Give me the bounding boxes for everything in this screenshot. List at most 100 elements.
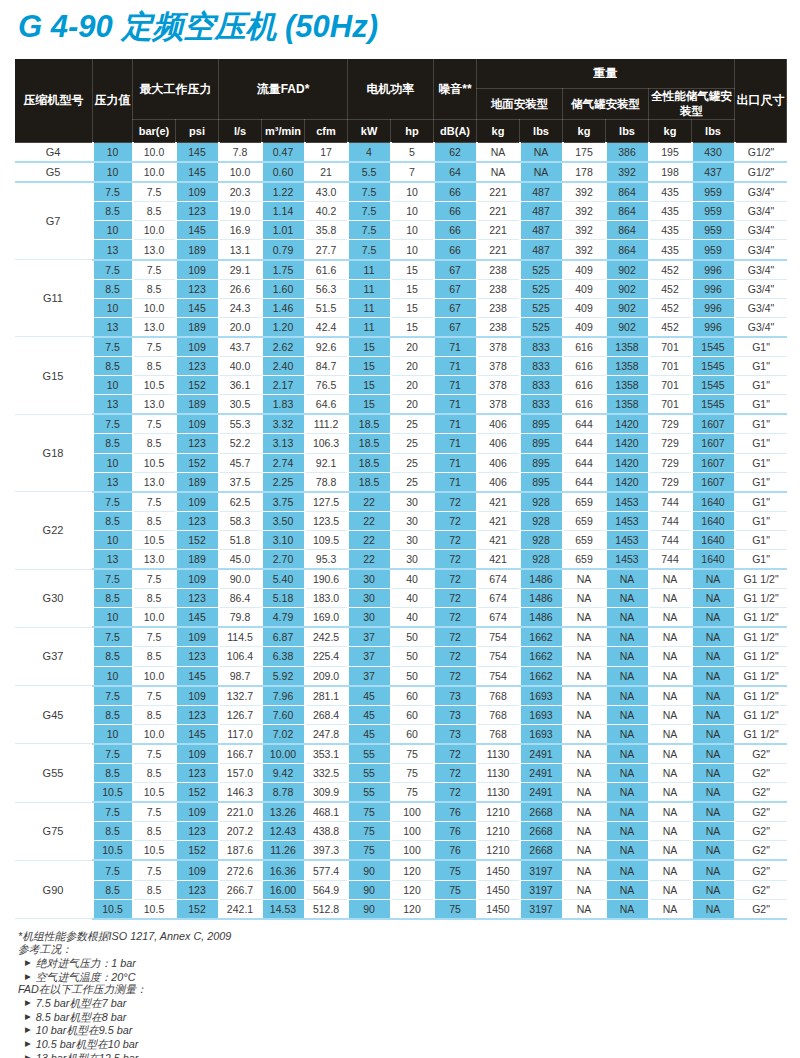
cell-hp: 10 bbox=[391, 240, 434, 260]
cell-dba: 75 bbox=[434, 860, 477, 880]
cell-dba: 73 bbox=[434, 705, 477, 724]
cell-floor-kg: 378 bbox=[477, 357, 520, 376]
cell-floor-kg: 1450 bbox=[477, 880, 520, 899]
cell-floor-lbs: 2668 bbox=[520, 802, 563, 822]
cell-m3-min: 12.43 bbox=[262, 822, 305, 841]
cell-kw: 55 bbox=[348, 744, 391, 764]
cell-floor-kg: 1130 bbox=[477, 764, 520, 783]
cell-m3-min: 7.60 bbox=[262, 705, 305, 724]
cell-outlet-size: G3/4" bbox=[735, 182, 787, 202]
cell-l-s: 51.8 bbox=[219, 530, 262, 549]
cell-tank-lbs: 392 bbox=[606, 162, 649, 182]
cell-l-s: 157.0 bbox=[219, 764, 262, 783]
bullet-icon: ▶ bbox=[25, 970, 31, 983]
cell-floor-kg: 221 bbox=[477, 240, 520, 260]
cell-kw: 37 bbox=[348, 627, 391, 647]
cell-tank-lbs: 864 bbox=[606, 221, 649, 240]
cell-dba: 72 bbox=[434, 608, 477, 628]
cell-floor-lbs: 525 bbox=[520, 279, 563, 298]
cell-bar-e: 8.5 bbox=[133, 434, 176, 453]
cell-floor-kg: 754 bbox=[477, 666, 520, 686]
cell-psi: 152 bbox=[176, 841, 219, 861]
cell-l-s: 40.0 bbox=[219, 357, 262, 376]
cell-l-s: 114.5 bbox=[219, 627, 262, 647]
cell-tank-lbs: NA bbox=[606, 686, 649, 706]
cell-hp: 60 bbox=[391, 724, 434, 744]
cell-dba: 66 bbox=[434, 240, 477, 260]
cell-fullperf-kg: 729 bbox=[649, 453, 692, 472]
cell-fullperf-kg: 435 bbox=[649, 182, 692, 202]
cell-m3-min: 1.22 bbox=[262, 182, 305, 202]
cell-psi: 109 bbox=[176, 337, 219, 357]
cell-bar-e: 10.5 bbox=[133, 783, 176, 803]
cell-m3-min: 14.53 bbox=[262, 899, 305, 919]
cell-psi: 123 bbox=[176, 705, 219, 724]
cell-m3-min: 16.36 bbox=[262, 860, 305, 880]
cell-l-s: 106.4 bbox=[219, 647, 262, 666]
cell-floor-kg: 406 bbox=[477, 434, 520, 453]
cell-floor-lbs: 833 bbox=[520, 337, 563, 357]
cell-hp: 120 bbox=[391, 860, 434, 880]
cell-tank-kg: 644 bbox=[563, 434, 606, 453]
cell-fullperf-lbs: NA bbox=[692, 569, 735, 589]
cell-fullperf-kg: NA bbox=[649, 860, 692, 880]
cell-hp: 120 bbox=[391, 880, 434, 899]
col-header-full-perf-tank-mount: 全性能储气罐安装型 bbox=[649, 89, 735, 120]
cell-psi: 152 bbox=[176, 376, 219, 395]
cell-pressure-value: 10.5 bbox=[93, 899, 133, 919]
cell-tank-kg: 392 bbox=[563, 202, 606, 221]
cell-tank-lbs: NA bbox=[606, 627, 649, 647]
cell-psi: 152 bbox=[176, 899, 219, 919]
cell-tank-kg: NA bbox=[563, 686, 606, 706]
cell-floor-kg: 406 bbox=[477, 472, 520, 492]
cell-kw: 7.5 bbox=[348, 221, 391, 240]
cell-tank-kg: NA bbox=[563, 744, 606, 764]
cell-kw: 45 bbox=[348, 686, 391, 706]
cell-floor-lbs: 487 bbox=[520, 240, 563, 260]
cell-bar-e: 7.5 bbox=[133, 627, 176, 647]
cell-cfm: 106.3 bbox=[305, 434, 348, 453]
cell-fullperf-kg: NA bbox=[649, 569, 692, 589]
cell-l-s: 10.0 bbox=[219, 162, 262, 182]
cell-fullperf-lbs: 430 bbox=[692, 143, 735, 163]
cell-tank-lbs: NA bbox=[606, 608, 649, 628]
cell-pressure-value: 10 bbox=[93, 530, 133, 549]
cell-tank-lbs: 864 bbox=[606, 240, 649, 260]
cell-tank-lbs: NA bbox=[606, 802, 649, 822]
cell-hp: 25 bbox=[391, 453, 434, 472]
cell-dba: 76 bbox=[434, 841, 477, 861]
bullet-icon: ▶ bbox=[25, 1010, 31, 1023]
cell-tank-kg: 409 bbox=[563, 298, 606, 317]
table-row: 1010.014579.84.79169.03040726741486NANAN… bbox=[15, 608, 787, 628]
cell-cfm: 169.0 bbox=[305, 608, 348, 628]
cell-floor-kg: 1130 bbox=[477, 744, 520, 764]
cell-hp: 100 bbox=[391, 802, 434, 822]
cell-tank-kg: 409 bbox=[563, 260, 606, 280]
table-row: 8.58.512352.23.13106.318.525714068956441… bbox=[15, 434, 787, 453]
cell-psi: 145 bbox=[176, 162, 219, 182]
cell-floor-kg: 768 bbox=[477, 705, 520, 724]
cell-floor-lbs: 2491 bbox=[520, 783, 563, 803]
cell-kw: 22 bbox=[348, 511, 391, 530]
cell-pressure-value: 7.5 bbox=[93, 686, 133, 706]
cell-fullperf-kg: 435 bbox=[649, 202, 692, 221]
model-cell: G15 bbox=[15, 337, 93, 414]
cell-m3-min: 5.92 bbox=[262, 666, 305, 686]
cell-cfm: 111.2 bbox=[305, 414, 348, 434]
cell-cfm: 353.1 bbox=[305, 744, 348, 764]
cell-floor-lbs: 525 bbox=[520, 260, 563, 280]
cell-l-s: 90.0 bbox=[219, 569, 262, 589]
cell-bar-e: 8.5 bbox=[133, 357, 176, 376]
cell-floor-lbs: 895 bbox=[520, 434, 563, 453]
cell-pressure-value: 10 bbox=[93, 724, 133, 744]
cell-fullperf-kg: 729 bbox=[649, 434, 692, 453]
cell-tank-kg: NA bbox=[563, 627, 606, 647]
cell-cfm: 64.6 bbox=[305, 395, 348, 415]
cell-bar-e: 10.5 bbox=[133, 530, 176, 549]
cell-m3-min: 1.46 bbox=[262, 298, 305, 317]
cell-floor-kg: 378 bbox=[477, 337, 520, 357]
cell-bar-e: 10.0 bbox=[133, 298, 176, 317]
cell-l-s: 45.7 bbox=[219, 453, 262, 472]
cell-floor-lbs: 2668 bbox=[520, 822, 563, 841]
table-header: 压缩机型号 压力值 最大工作压力 流量FAD* 电机功率 噪音** 重量 出口尺… bbox=[15, 59, 787, 143]
